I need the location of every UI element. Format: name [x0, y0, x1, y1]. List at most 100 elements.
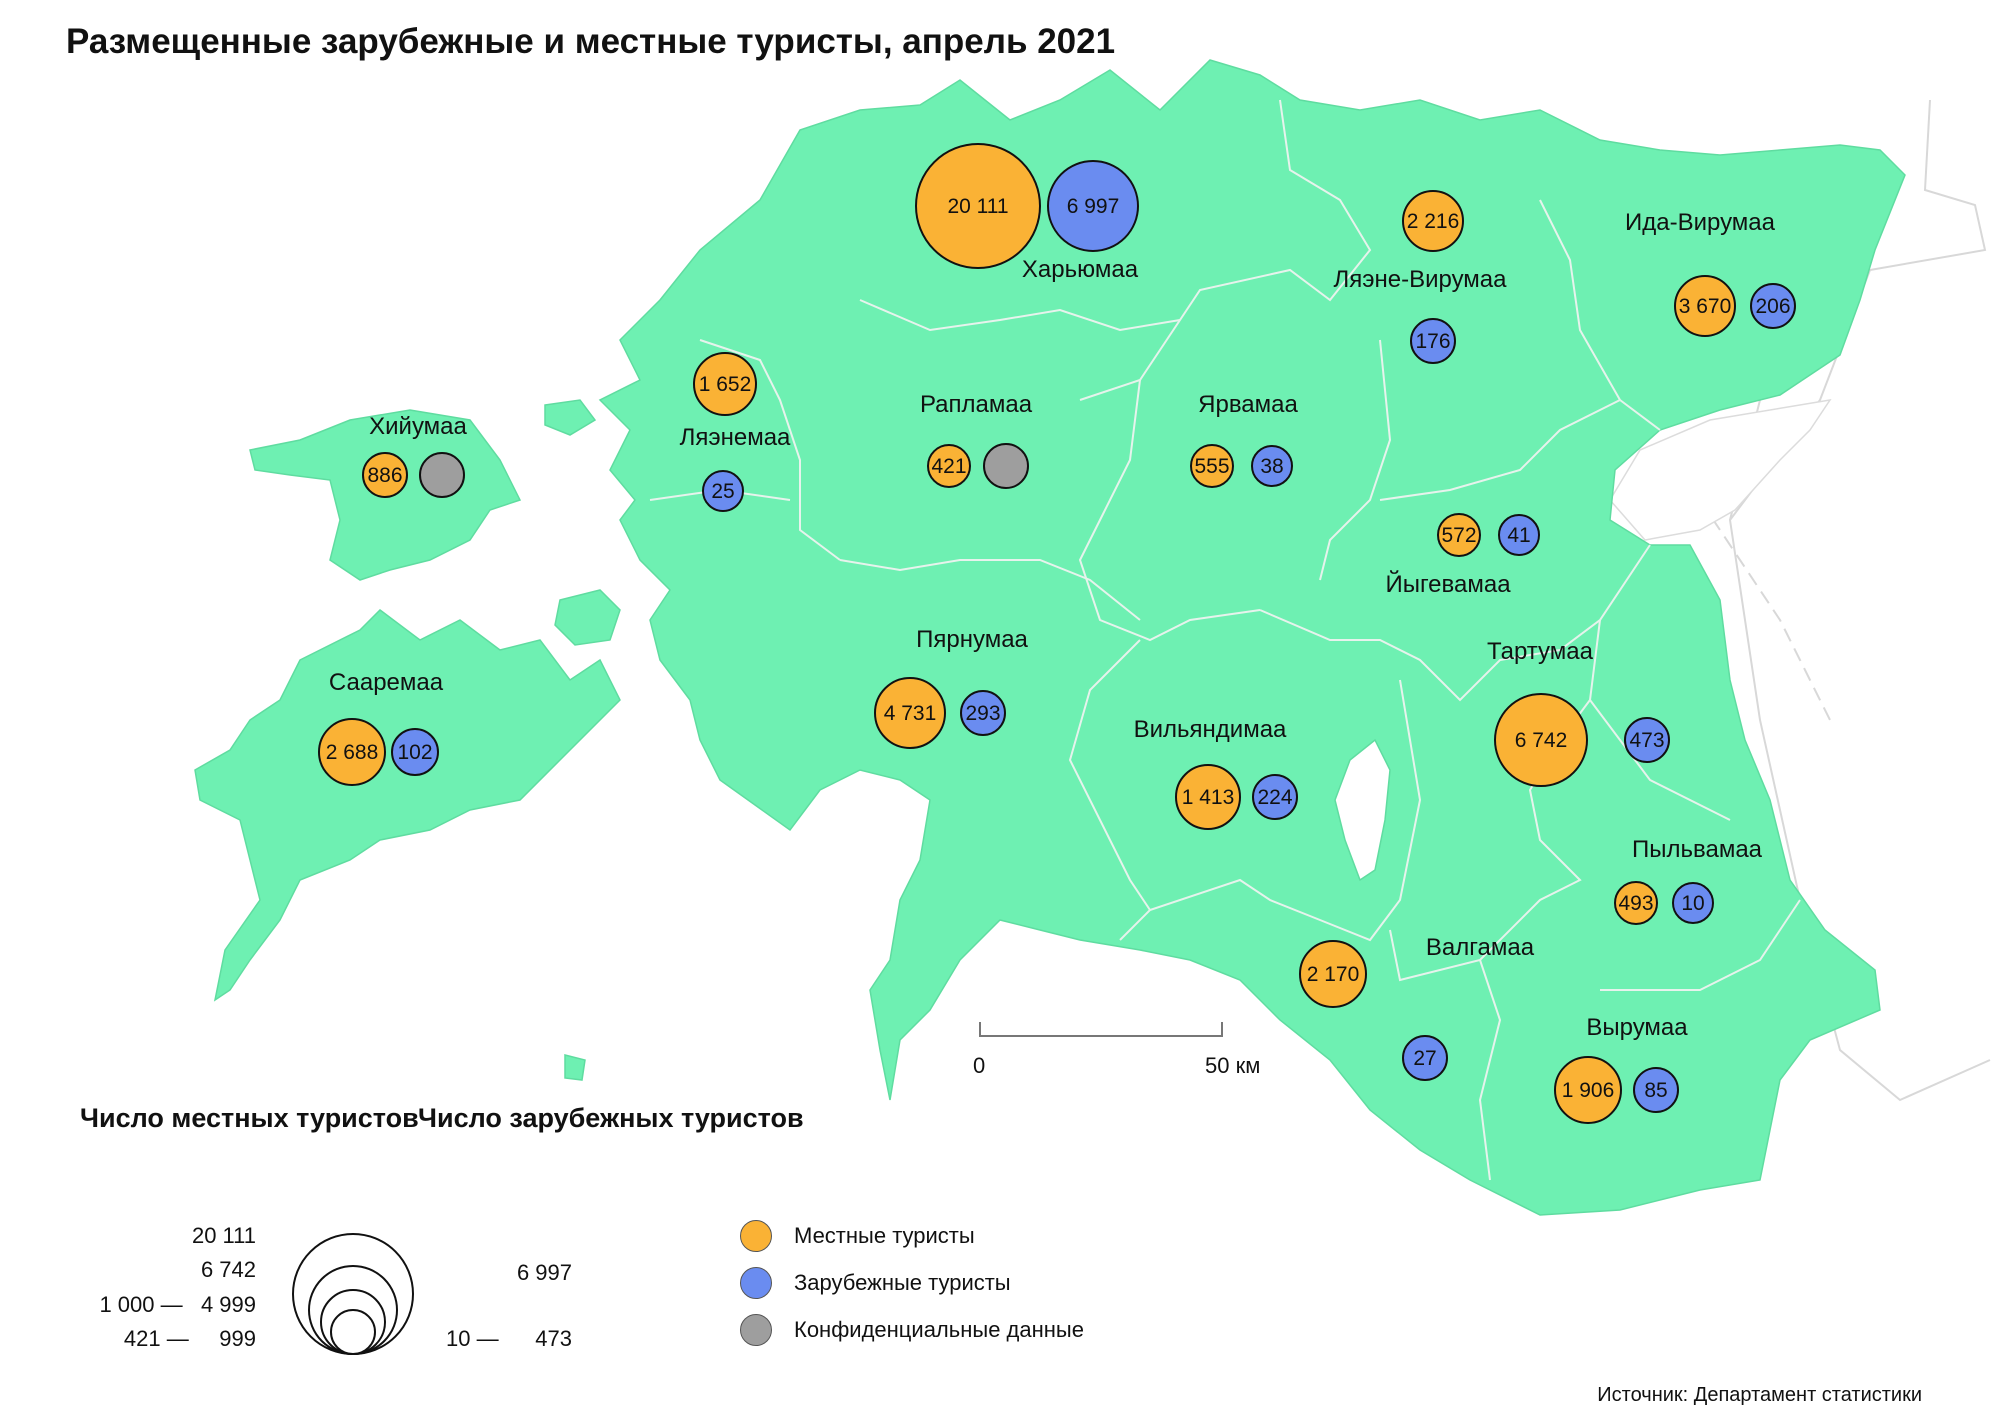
- source-note: Источник: Департамент статистики: [1597, 1384, 1922, 1406]
- key-foreign: Зарубежные туристы: [740, 1267, 1011, 1299]
- key-local: Местные туристы: [740, 1220, 975, 1252]
- scale-end-label: 50 км: [1205, 1053, 1260, 1078]
- local-tourists-bubble: 572: [1437, 513, 1481, 557]
- foreign-tourists-bubble-circle: [1633, 1067, 1679, 1113]
- foreign-tourists-bubble-circle: [1402, 1035, 1448, 1081]
- foreign-tourists-bubble-circle: [1252, 774, 1298, 820]
- legend-foreign-level-1: 6 997: [516, 1260, 572, 1285]
- key-confidential-label: Конфиденциальные данные: [794, 1317, 1084, 1342]
- scale-bar: 0 50 км: [973, 1022, 1260, 1078]
- confidential-data-bubble: [983, 443, 1029, 489]
- foreign-tourists-bubble: 38: [1251, 445, 1293, 487]
- local-tourists-bubble-circle: [1437, 513, 1481, 557]
- key-foreign-label: Зарубежные туристы: [794, 1270, 1011, 1295]
- county-label: Йыгевамаа: [1385, 570, 1511, 598]
- legend-local-heading: Число местных туристов: [80, 1103, 419, 1133]
- lake-vortsjarv: [1334, 738, 1391, 882]
- local-tourists-bubble: 1 413: [1175, 764, 1241, 830]
- legend-foreign-heading: Число зарубежных туристов: [418, 1103, 804, 1133]
- county-label: Ляэне-Вирумаа: [1333, 266, 1507, 293]
- foreign-tourists-bubble: 293: [960, 690, 1006, 736]
- legend-local-level-2: 6 742: [200, 1257, 256, 1282]
- local-tourists-bubble: 20 111: [915, 143, 1041, 269]
- legend-local-level-1: 20 111: [191, 1223, 256, 1248]
- local-tourists-bubble: 1 906: [1554, 1056, 1622, 1124]
- county-label: Хийумаа: [369, 413, 467, 440]
- local-tourists-bubble-circle: [1614, 881, 1658, 925]
- local-tourists-bubble-circle: [1190, 444, 1234, 488]
- foreign-tourists-bubble-value: 27: [1413, 1047, 1436, 1070]
- local-tourists-bubble-value: 421: [931, 455, 966, 478]
- local-tourists-bubble-value: 2 688: [326, 741, 379, 764]
- foreign-tourists-bubble: 27: [1402, 1035, 1448, 1081]
- local-tourists-bubble: 3 670: [1674, 275, 1736, 337]
- foreign-tourists-bubble: 25: [702, 470, 744, 512]
- legend-size-circles: [292, 1233, 414, 1355]
- foreign-tourists-bubble-circle: [960, 690, 1006, 736]
- legend-local-level-3: 1 000 — 4 999: [99, 1292, 256, 1317]
- county-label: Харьюмаа: [1022, 256, 1139, 283]
- legend-foreign-level-2: 10 — 473: [446, 1326, 572, 1351]
- county-label: Ярвамаа: [1198, 391, 1298, 418]
- local-tourists-bubble-value: 493: [1618, 892, 1653, 915]
- local-tourists-bubble: 886: [362, 452, 408, 498]
- local-tourists-bubble: 1 652: [693, 352, 757, 416]
- foreign-tourists-bubble-value: 293: [965, 702, 1000, 725]
- foreign-tourists-bubble-circle: [1624, 717, 1670, 763]
- local-tourists-bubble: 4 731: [874, 677, 946, 749]
- local-tourists-bubble-circle: [1674, 275, 1736, 337]
- confidential-swatch: [740, 1314, 772, 1346]
- key-local-label: Местные туристы: [794, 1223, 975, 1248]
- county-label: Ида-Вирумаа: [1625, 209, 1776, 236]
- local-tourists-bubble-circle: [1175, 764, 1241, 830]
- foreign-tourists-bubble-value: 6 997: [1067, 195, 1120, 218]
- foreign-tourists-bubble-value: 41: [1507, 524, 1530, 547]
- foreign-tourists-bubble: 176: [1410, 318, 1456, 364]
- local-tourists-bubble: 421: [927, 444, 971, 488]
- local-tourists-bubble: 2 688: [318, 718, 386, 786]
- foreign-tourists-bubble-value: 25: [711, 480, 734, 503]
- key-confidential: Конфиденциальные данные: [740, 1314, 1084, 1346]
- local-swatch: [740, 1220, 772, 1252]
- confidential-data-bubble: [419, 452, 465, 498]
- tourist-bubbles: 20 111 6 997 2 216 176 3 670 206 886 1 652 25 421…: [318, 143, 1796, 1124]
- foreign-tourists-bubble: 85: [1633, 1067, 1679, 1113]
- confidential-data-bubble-circle: [983, 443, 1029, 489]
- vormsi-island: [544, 399, 597, 436]
- foreign-tourists-bubble: 10: [1672, 882, 1714, 924]
- map-title: Размещенные зарубежные и местные туристы…: [66, 22, 1116, 61]
- foreign-swatch: [740, 1267, 772, 1299]
- foreign-tourists-bubble-value: 224: [1257, 786, 1292, 809]
- local-tourists-bubble-value: 2 170: [1307, 963, 1360, 986]
- county-label: Пыльвамаа: [1632, 836, 1763, 863]
- foreign-tourists-bubble: 224: [1252, 774, 1298, 820]
- local-tourists-bubble-circle: [1299, 940, 1367, 1008]
- foreign-tourists-bubble: 206: [1750, 283, 1796, 329]
- foreign-tourists-bubble-value: 206: [1755, 295, 1790, 318]
- local-tourists-bubble-value: 2 216: [1407, 210, 1460, 233]
- foreign-tourists-bubble-circle: [1410, 318, 1456, 364]
- county-borders: [649, 99, 1801, 1181]
- foreign-tourists-bubble-circle: [391, 728, 439, 776]
- foreign-tourists-bubble-value: 38: [1260, 455, 1283, 478]
- local-tourists-bubble-circle: [1494, 693, 1588, 787]
- legend-local-level-4: 421 — 999: [123, 1326, 256, 1351]
- county-label: Пярнумаа: [916, 626, 1028, 653]
- local-tourists-bubble: 6 742: [1494, 693, 1588, 787]
- local-tourists-bubble-value: 886: [367, 464, 402, 487]
- foreign-tourists-bubble-value: 473: [1629, 729, 1664, 752]
- foreign-tourists-bubble: 102: [391, 728, 439, 776]
- local-tourists-bubble-value: 3 670: [1679, 295, 1732, 318]
- foreign-tourists-bubble-value: 102: [397, 741, 432, 764]
- local-tourists-bubble-circle: [1554, 1056, 1622, 1124]
- local-tourists-bubble-circle: [1402, 190, 1464, 252]
- local-tourists-bubble-circle: [927, 444, 971, 488]
- local-tourists-bubble-circle: [915, 143, 1041, 269]
- foreign-tourists-bubble-circle: [1750, 283, 1796, 329]
- local-tourists-bubble-circle: [874, 677, 946, 749]
- county-label: Сааремаа: [329, 669, 444, 696]
- local-tourists-bubble-circle: [362, 452, 408, 498]
- foreign-tourists-bubble-circle: [1498, 514, 1540, 556]
- county-label: Ляэнемаа: [680, 424, 791, 451]
